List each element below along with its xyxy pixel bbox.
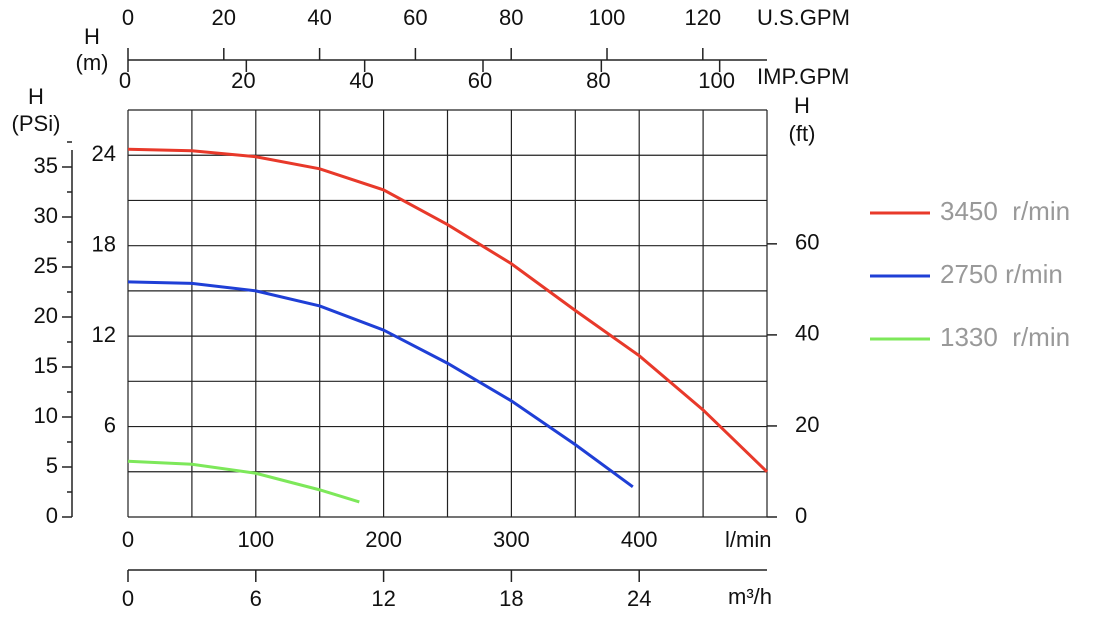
x-tick-label: 400 <box>621 527 658 552</box>
psi-tick-label: 5 <box>46 453 58 478</box>
pump-curve <box>127 459 360 504</box>
m3h-tick-label: 12 <box>371 586 395 611</box>
x-axis-label: l/min <box>725 527 771 552</box>
psi-tick-label: 0 <box>46 503 58 528</box>
imp-gpm-tick-label: 80 <box>586 68 610 93</box>
y-axis-label: (m) <box>76 50 109 75</box>
m3h-tick-label: 0 <box>122 586 134 611</box>
y-axis-label: H <box>84 24 100 49</box>
legend-label: 2750 r/min <box>940 259 1063 289</box>
psi-axis-label: H <box>28 84 44 109</box>
us-gpm-tick-label: 120 <box>684 5 721 30</box>
x-tick-label: 200 <box>365 527 402 552</box>
ft-axis-label: H <box>794 93 810 118</box>
psi-tick-label: 20 <box>34 303 58 328</box>
imp-gpm-tick-label: 100 <box>698 68 735 93</box>
m3h-label: m³/h <box>728 584 772 609</box>
us-gpm-label: U.S.GPM <box>757 5 850 30</box>
m3h-tick-label: 24 <box>627 586 651 611</box>
y-tick-label: 12 <box>92 322 116 347</box>
y-tick-label: 24 <box>92 141 116 166</box>
psi-tick-label: 15 <box>34 353 58 378</box>
imp-gpm-tick-label: 0 <box>119 68 131 93</box>
imp-gpm-tick-label: 60 <box>468 68 492 93</box>
us-gpm-tick-label: 40 <box>307 5 331 30</box>
ft-tick-label: 40 <box>795 321 819 346</box>
psi-tick-label: 10 <box>34 403 58 428</box>
psi-tick-label: 30 <box>34 203 58 228</box>
legend-label: 1330 r/min <box>940 322 1070 352</box>
psi-tick-label: 35 <box>34 153 58 178</box>
pump-curve <box>127 147 769 473</box>
x-tick-label: 100 <box>237 527 274 552</box>
ft-tick-label: 20 <box>795 412 819 437</box>
m3h-tick-label: 18 <box>499 586 523 611</box>
m3h-tick-label: 6 <box>250 586 262 611</box>
pump-curve <box>127 280 634 489</box>
x-tick-label: 0 <box>122 527 134 552</box>
us-gpm-tick-label: 0 <box>122 5 134 30</box>
imp-gpm-tick-label: 20 <box>231 68 255 93</box>
y-tick-label: 18 <box>92 231 116 256</box>
legend-label: 3450 r/min <box>940 196 1070 226</box>
x-tick-label: 300 <box>493 527 530 552</box>
imp-gpm-tick-label: 40 <box>349 68 373 93</box>
ft-axis-label: (ft) <box>789 121 816 146</box>
psi-axis-label: (PSi) <box>12 111 61 136</box>
psi-tick-label: 25 <box>34 253 58 278</box>
us-gpm-tick-label: 60 <box>403 5 427 30</box>
ft-tick-label: 60 <box>795 230 819 255</box>
us-gpm-tick-label: 80 <box>499 5 523 30</box>
us-gpm-tick-label: 20 <box>212 5 236 30</box>
y-tick-label: 6 <box>104 412 116 437</box>
imp-gpm-label: IMP.GPM <box>757 64 850 89</box>
ft-tick-label: 0 <box>795 503 807 528</box>
us-gpm-tick-label: 100 <box>589 5 626 30</box>
